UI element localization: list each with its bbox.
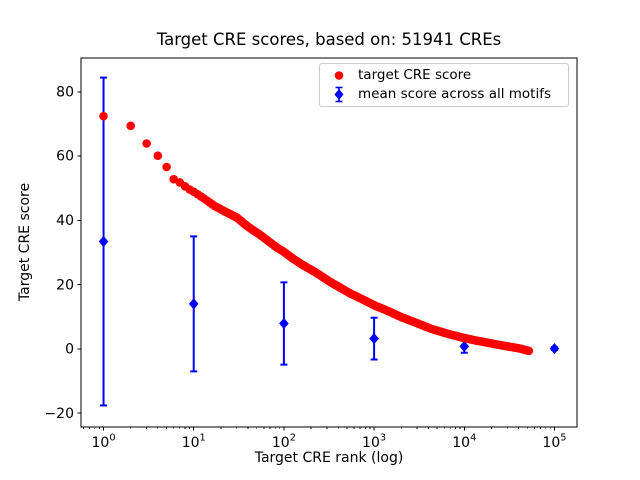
- mean-score-point: [188, 298, 199, 310]
- x-tick-label: 101: [182, 433, 206, 452]
- y-tick-label: 0: [65, 342, 74, 358]
- x-tick-label: 103: [362, 433, 386, 452]
- blue-diamond-errorbar-marker-icon: [334, 86, 344, 103]
- y-tick-label: 80: [56, 84, 74, 100]
- x-tick-label: 104: [452, 433, 476, 452]
- x-axis-label: Target CRE rank (log): [254, 450, 404, 466]
- legend: target CRE score mean score across all m…: [319, 63, 569, 107]
- y-tick-label: 60: [56, 149, 74, 165]
- mean-score-point: [459, 340, 470, 352]
- target-cre-score-point: [142, 139, 151, 148]
- mean-score-point: [279, 317, 289, 330]
- mean-score-point: [369, 333, 379, 345]
- x-tick-label: 100: [92, 433, 116, 452]
- target-cre-score-point: [524, 346, 534, 356]
- y-axis: −20 0 20 40 60 80: [44, 84, 81, 422]
- legend-label: mean score across all motifs: [358, 86, 552, 102]
- plot-frame: [80, 57, 578, 428]
- target-cre-score-series: [99, 111, 534, 356]
- target-cre-score-point: [99, 111, 108, 121]
- mean-score-series: [98, 76, 560, 407]
- y-tick-label: −20: [44, 406, 74, 422]
- x-axis: 100 101 102 103 104 105: [83, 427, 566, 452]
- y-tick-label: 40: [56, 213, 74, 229]
- y-tick-label: 20: [56, 277, 74, 293]
- target-cre-score-point: [162, 162, 171, 172]
- mean-score-point: [98, 235, 109, 248]
- target-cre-score-point: [153, 151, 163, 160]
- x-tick-label: 102: [272, 433, 296, 452]
- y-axis-label: Target CRE score: [17, 182, 33, 302]
- legend-entry-mean-score: mean score across all motifs: [320, 85, 568, 104]
- target-cre-score-point: [126, 121, 135, 131]
- x-tick-label: 105: [542, 433, 566, 452]
- chart-title: Target CRE scores, based on: 51941 CREs: [156, 30, 502, 49]
- mean-score-point: [549, 342, 560, 355]
- legend-entry-target-cre-score: target CRE score: [320, 66, 568, 85]
- red-circle-marker-icon: [334, 71, 344, 80]
- legend-label: target CRE score: [358, 67, 472, 83]
